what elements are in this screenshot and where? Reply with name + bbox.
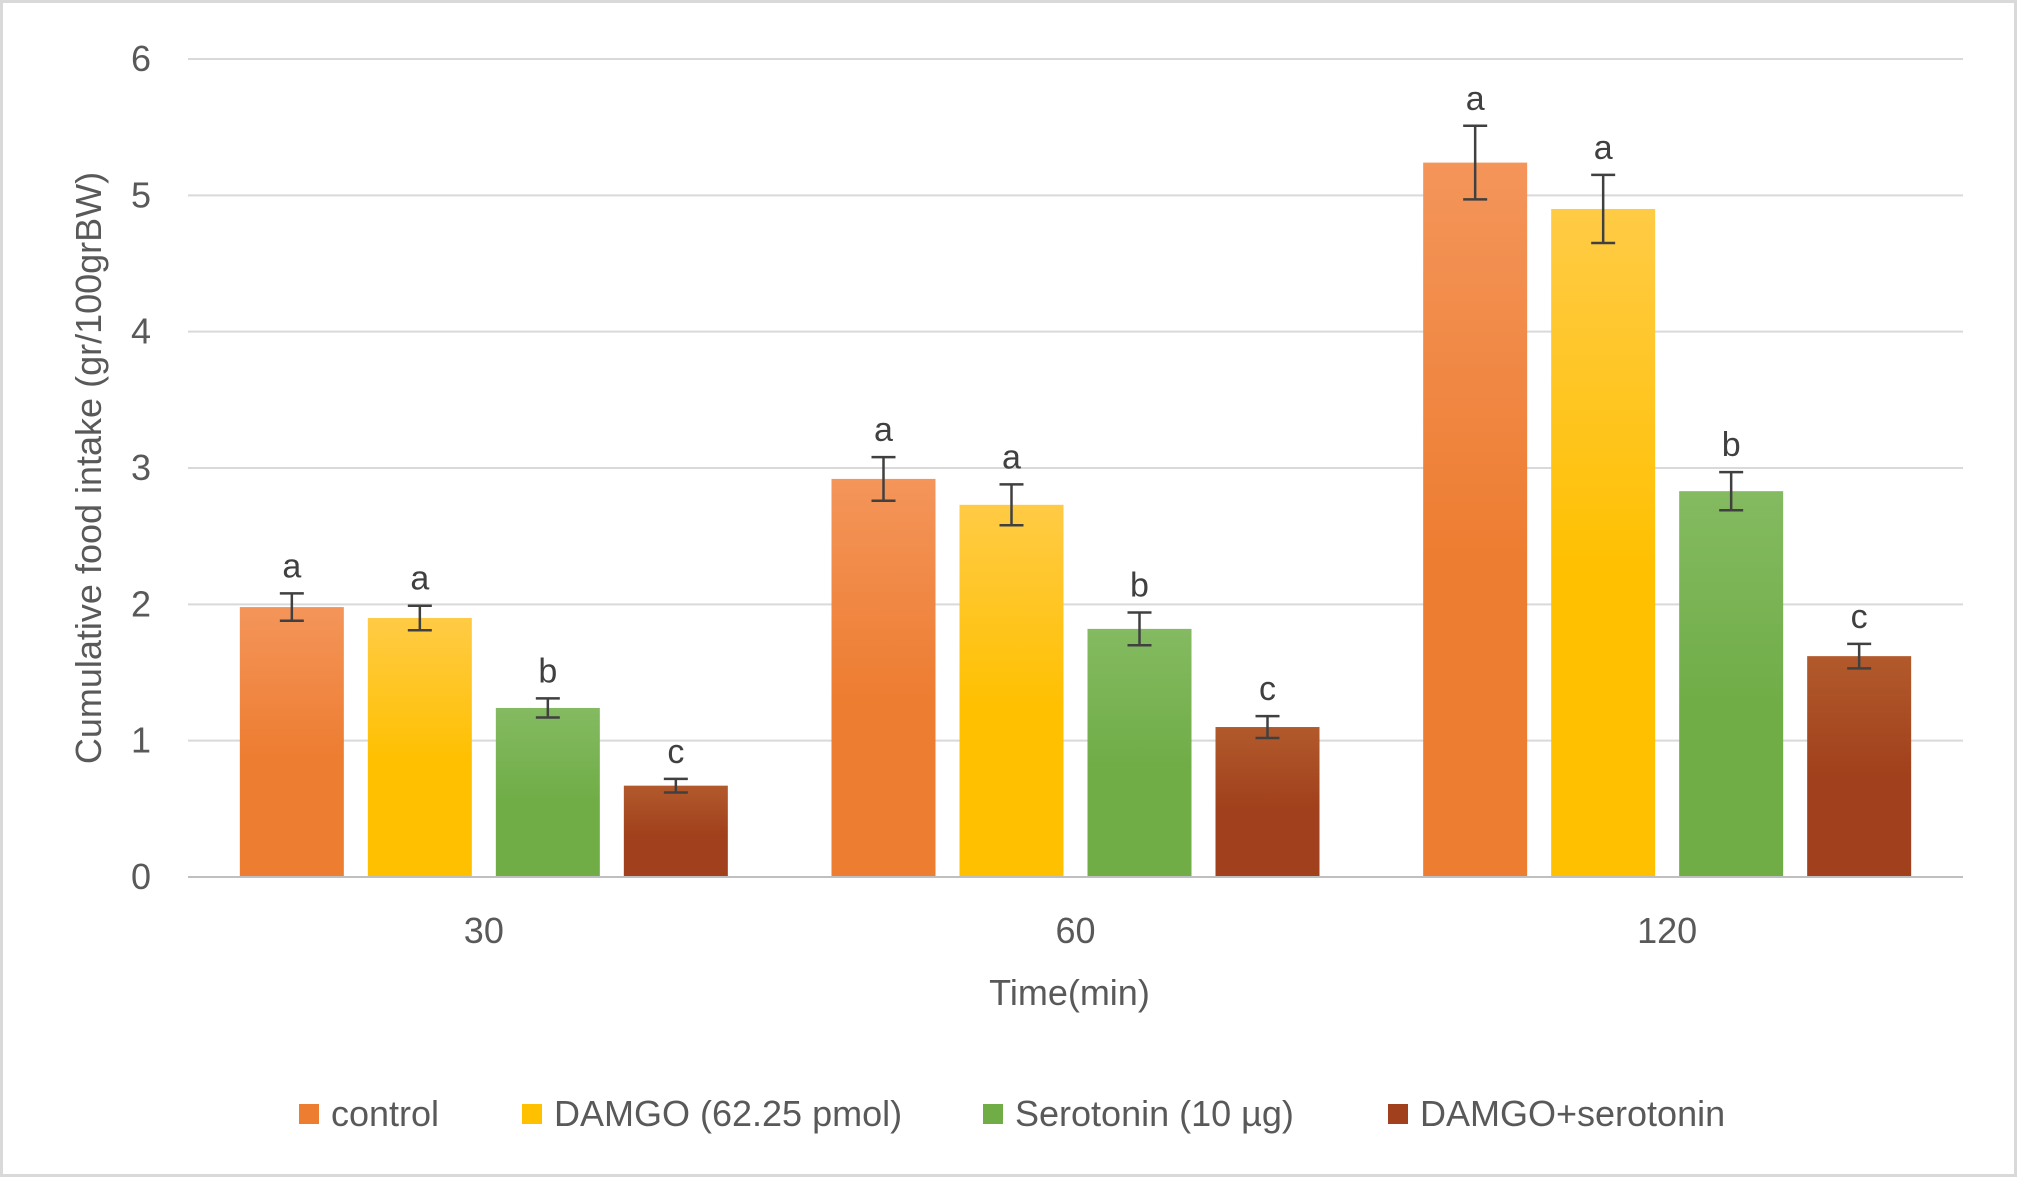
- legend-label: control: [331, 1093, 439, 1134]
- significance-label: b: [538, 652, 557, 690]
- bar-serotonin-30: [495, 707, 600, 877]
- x-tick-label: 60: [1055, 910, 1095, 951]
- bar-damgo-60: [959, 504, 1064, 877]
- legend-item: DAMGO+serotonin: [1388, 1093, 1725, 1134]
- legend-label: DAMGO+serotonin: [1420, 1093, 1725, 1134]
- error-bar: [1127, 611, 1152, 647]
- bar-control-60: [831, 478, 936, 877]
- significance-label: a: [282, 547, 301, 585]
- error-bar: [535, 697, 560, 719]
- error-bar: [1591, 173, 1616, 245]
- error-bar: [279, 592, 304, 622]
- significance-label: a: [874, 411, 893, 449]
- error-bars: [279, 124, 1872, 794]
- error-bar: [1719, 470, 1744, 512]
- bar-serotonin-120: [1679, 491, 1784, 877]
- y-tick-label: 4: [131, 311, 151, 352]
- y-tick-label: 6: [131, 38, 151, 79]
- y-tick-label: 0: [131, 856, 151, 897]
- significance-label: a: [1466, 80, 1485, 118]
- bar-damgo+serotonin-60: [1215, 727, 1320, 877]
- legend-swatch: [299, 1104, 319, 1124]
- y-axis-title: Cumulative food intake (gr/100grBW): [68, 172, 109, 764]
- error-bar: [999, 483, 1024, 527]
- error-bar: [1463, 124, 1488, 201]
- x-axis-tick-labels: 30 60 120: [464, 910, 1697, 951]
- error-bar: [663, 777, 688, 794]
- y-tick-label: 2: [131, 583, 151, 624]
- bar-damgo-30: [367, 617, 472, 877]
- significance-labels: a a b c a a b c a a b c: [282, 80, 1867, 771]
- error-bar: [407, 604, 432, 632]
- legend-label: Serotonin (10 µg): [1015, 1093, 1294, 1134]
- error-bar: [871, 455, 896, 502]
- bar-damgo+serotonin-30: [623, 785, 728, 877]
- bar-damgo-120: [1551, 208, 1656, 877]
- bar-damgo+serotonin-120: [1807, 656, 1912, 877]
- x-tick-label: 120: [1637, 910, 1697, 951]
- significance-label: c: [1259, 670, 1276, 708]
- significance-label: c: [1851, 598, 1868, 636]
- legend-item: Serotonin (10 µg): [983, 1093, 1294, 1134]
- significance-label: a: [1002, 438, 1021, 476]
- error-bar: [1255, 714, 1280, 740]
- x-axis-title: Time(min): [989, 972, 1150, 1013]
- y-tick-label: 5: [131, 174, 151, 215]
- legend-swatch: [522, 1104, 542, 1124]
- legend-swatch: [983, 1104, 1003, 1124]
- significance-label: c: [667, 733, 684, 771]
- bar-chart: 0 1 2 3 4 5 6 a a b c a a b c a a b c 30 60 120 Time(min) C…: [68, 38, 1963, 1134]
- bar-control-120: [1423, 162, 1528, 877]
- y-tick-label: 3: [131, 447, 151, 488]
- legend-item: DAMGO (62.25 pmol): [522, 1093, 902, 1134]
- legend: control DAMGO (62.25 pmol) Serotonin (10 µ…: [299, 1093, 1725, 1134]
- bar-control-30: [239, 607, 344, 877]
- legend-label: DAMGO (62.25 pmol): [554, 1093, 902, 1134]
- significance-label: a: [1594, 129, 1613, 167]
- significance-label: b: [1722, 426, 1741, 464]
- y-axis-tick-labels: 0 1 2 3 4 5 6: [131, 38, 151, 897]
- error-bar: [1847, 642, 1872, 670]
- legend-swatch: [1388, 1104, 1408, 1124]
- y-tick-label: 1: [131, 720, 151, 761]
- significance-label: a: [410, 560, 429, 598]
- legend-item: control: [299, 1093, 439, 1134]
- gridlines: [188, 58, 1963, 742]
- bars: [239, 162, 1912, 877]
- x-tick-label: 30: [464, 910, 504, 951]
- significance-label: b: [1130, 567, 1149, 605]
- bar-serotonin-60: [1087, 628, 1192, 877]
